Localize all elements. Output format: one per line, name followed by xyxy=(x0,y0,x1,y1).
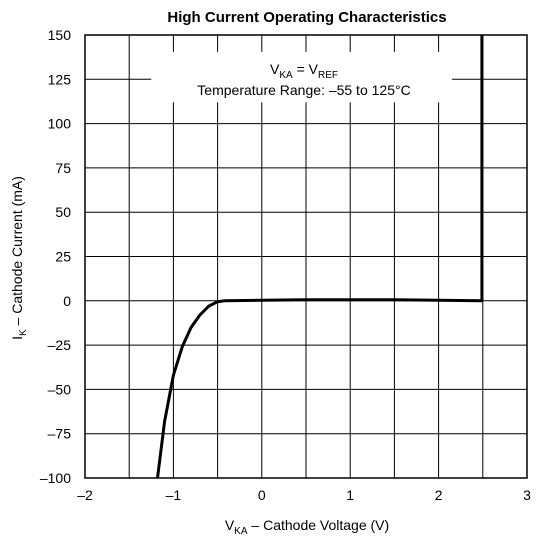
y-tick-label: 100 xyxy=(48,116,72,132)
y-tick-label: –100 xyxy=(40,470,71,486)
annotation-box: VKA = VREF Temperature Range: –55 to 125… xyxy=(151,51,452,103)
x-tick-label: 3 xyxy=(523,487,531,503)
y-tick-label: 0 xyxy=(63,293,71,309)
x-tick-label: 0 xyxy=(258,487,266,503)
annotation-line-1: VKA = VREF xyxy=(270,61,338,81)
x-tick-label: –2 xyxy=(77,487,93,503)
y-tick-label: –50 xyxy=(48,381,72,397)
annotation-background xyxy=(151,51,452,103)
y-tick-label: –75 xyxy=(48,426,72,442)
y-tick-label: 25 xyxy=(55,249,71,265)
tick-labels: –2 –1 0 1 2 3 –100 –75 –50 –25 0 25 50 75 100 125 150 xyxy=(40,27,531,503)
chart-title: High Current Operating Characteristics xyxy=(167,9,446,26)
y-tick-label: –25 xyxy=(48,337,72,353)
annotation-line-2: Temperature Range: –55 to 125°C xyxy=(197,82,410,98)
y-tick-label: 50 xyxy=(55,204,71,220)
x-tick-label: 2 xyxy=(435,487,443,503)
x-axis-label: VKA – Cathode Voltage (V) xyxy=(225,517,389,537)
y-axis-label: IK – Cathode Current (mA) xyxy=(9,176,29,340)
y-tick-label: 150 xyxy=(48,27,72,43)
x-tick-label: 1 xyxy=(346,487,354,503)
y-tick-label: 75 xyxy=(55,160,71,176)
y-tick-label: 125 xyxy=(48,71,72,87)
series-line xyxy=(156,35,484,479)
plot-area xyxy=(84,34,528,479)
x-tick-label: –1 xyxy=(166,487,182,503)
